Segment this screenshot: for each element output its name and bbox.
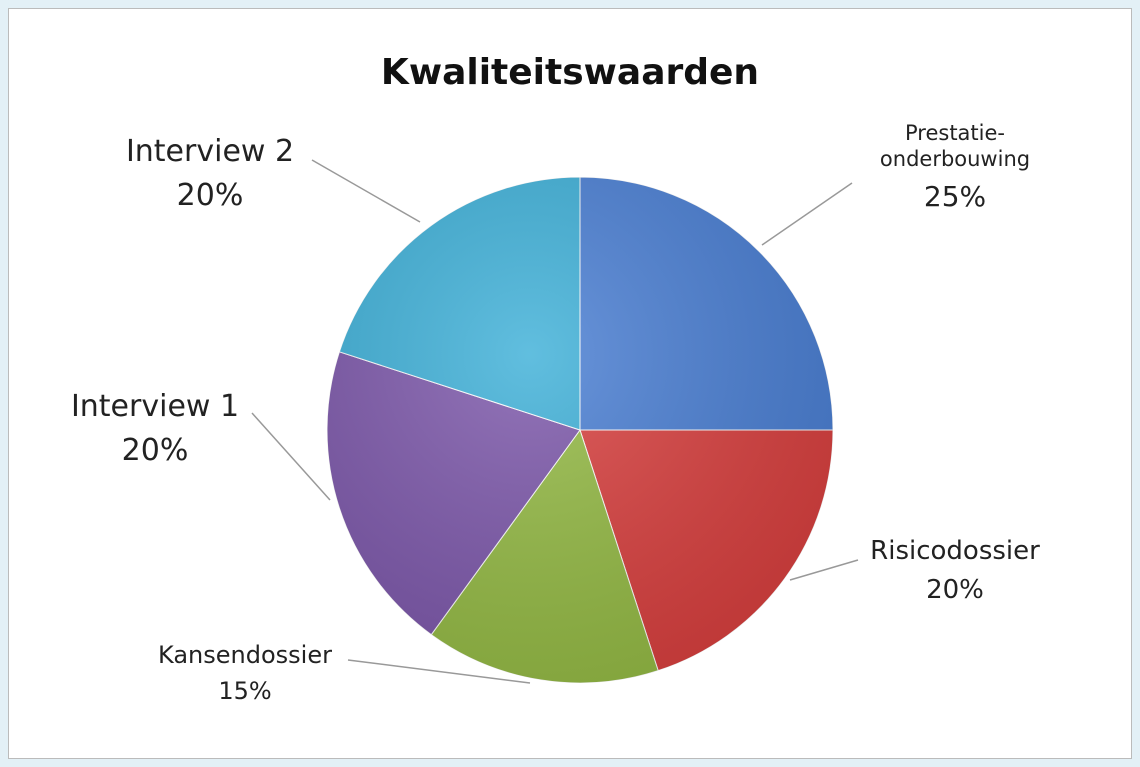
slice-value: 25% [923,179,987,213]
slice-value: 15% [218,677,272,705]
slice-label: Interview 1 [70,389,240,424]
slice-value: 20% [176,177,244,213]
slice-label: Interview 2 [125,134,295,169]
leader-line [311,159,421,223]
chart-title: Kwaliteitswaarden [380,52,760,93]
leader-line [761,182,853,246]
slice-label: Risicodossier [870,536,1040,566]
slice-label: Prestatie-onderbouwing [879,121,1031,172]
leader-line [789,559,859,581]
slice-value: 20% [121,432,189,468]
slice-label: Kansendossier [158,641,332,669]
pie-slice [579,176,834,431]
slice-value: 20% [926,574,984,605]
leader-line [347,659,531,684]
leader-line [251,412,331,501]
